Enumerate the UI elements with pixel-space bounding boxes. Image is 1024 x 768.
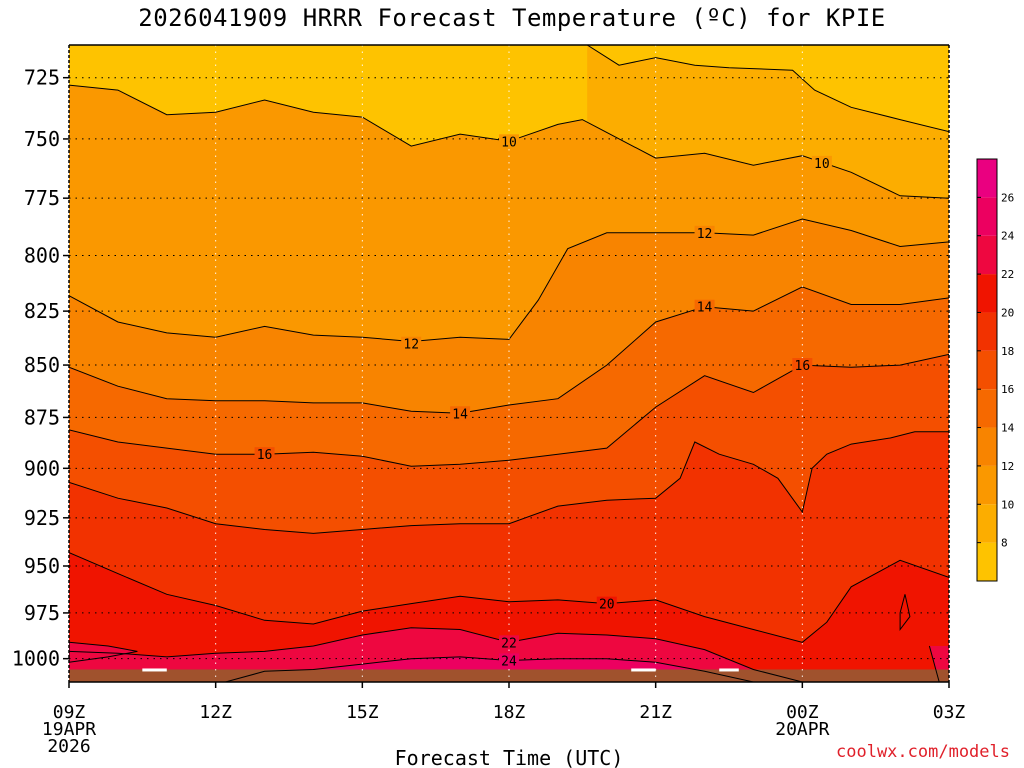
contour-pocket-22-0 xyxy=(69,641,138,663)
colorbar-band-12-14 xyxy=(977,427,997,466)
colorbar-label-14: 14 xyxy=(1001,422,1015,435)
x-tick-line: 12Z xyxy=(199,702,232,723)
y-tick-label-800: 800 xyxy=(24,244,60,268)
contour-label-bg-5 xyxy=(499,635,519,650)
contour-label-bg-6 xyxy=(499,653,519,668)
x-tick-line: 00Z xyxy=(786,702,819,723)
x-tick-line: 2026 xyxy=(47,736,90,757)
contour-label-bg-2 xyxy=(450,406,471,421)
y-tick-label-725: 725 xyxy=(24,66,60,90)
contour-label-10: 10 xyxy=(814,157,830,172)
contour-label-bg-9 xyxy=(694,299,715,314)
contour-label-24: 24 xyxy=(501,654,517,669)
y-tick-label-900: 900 xyxy=(24,456,60,480)
colorbar-label-24: 24 xyxy=(1001,230,1015,243)
colorbar-band-18-20 xyxy=(977,312,997,351)
colorbar-band-16-18 xyxy=(977,350,997,390)
contour-line-20 xyxy=(69,552,949,643)
contour-label-10: 10 xyxy=(501,135,517,150)
contour-pocket-20-2 xyxy=(899,594,911,631)
credit-link[interactable]: coolwx.com/models xyxy=(836,742,1010,762)
contour-label-12: 12 xyxy=(697,227,713,242)
colorbar-frame xyxy=(976,158,998,582)
colorbar-band-6-8 xyxy=(977,542,997,581)
y-tick-label-975: 975 xyxy=(24,601,60,625)
colorbar-band-26-28 xyxy=(977,159,997,198)
colorbar-label-20: 20 xyxy=(1001,306,1014,319)
contour-label-layer: 10 12 14 16 20 22 24 10 12 14 16 xyxy=(254,134,832,669)
contour-line-24 xyxy=(225,656,754,682)
colorbar-label-18: 18 xyxy=(1001,345,1014,358)
pocket-20-right xyxy=(900,594,910,630)
x-tick-label-18: 03Z xyxy=(933,702,966,723)
contour-label-bg-4 xyxy=(596,596,617,611)
contour-label-bg-3 xyxy=(254,447,275,462)
colorbar-band-24-26 xyxy=(977,197,997,236)
y-tick-label-775: 775 xyxy=(24,186,60,210)
colorbar-band-20-22 xyxy=(977,274,997,313)
surface-gap-1 xyxy=(631,668,656,672)
contour-label-16: 16 xyxy=(257,448,273,463)
y-tick-label-875: 875 xyxy=(24,405,60,429)
x-tick-label-12: 21Z xyxy=(639,702,672,723)
surface-gap-0 xyxy=(142,668,167,672)
y-tick-label-925: 925 xyxy=(24,506,60,530)
colorbar-label-12: 12 xyxy=(1001,460,1014,473)
x-tick-line: 09Z xyxy=(53,702,86,723)
y-tick-label-825: 825 xyxy=(24,299,60,323)
chart-title: 2026041909 HRRR Forecast Temperature (ºC… xyxy=(138,4,886,32)
x-tick-line: 19APR xyxy=(42,719,96,740)
contour-label-20: 20 xyxy=(599,598,615,613)
contour-label-bg-8 xyxy=(401,336,422,351)
x-tick-line: 15Z xyxy=(346,702,379,723)
colorbar-label-22: 22 xyxy=(1001,268,1014,281)
contour-label-22: 22 xyxy=(501,636,517,651)
y-axis-ticks: 725 750 775 800 825 850 875 900 925 950 975 1000 xyxy=(12,66,69,671)
contour-label-bg-10 xyxy=(792,358,813,373)
x-tick-label-6: 15Z xyxy=(346,702,379,723)
surface-gap-2 xyxy=(719,668,739,672)
y-tick-label-950: 950 xyxy=(24,554,60,578)
contour-line-12 xyxy=(69,218,949,343)
colorbar-band-14-16 xyxy=(977,389,997,428)
x-tick-label-0: 09Z 19APR 2026 xyxy=(42,702,96,757)
x-tick-label-3: 12Z xyxy=(199,702,232,723)
y-tick-label-1000: 1000 xyxy=(12,647,60,671)
x-tick-label-9: 18Z xyxy=(493,702,526,723)
contour-label-bg-7 xyxy=(811,155,832,170)
y-tick-label-850: 850 xyxy=(24,353,60,377)
contour-label-bg-0 xyxy=(499,134,519,149)
x-tick-line: 21Z xyxy=(639,702,672,723)
x-tick-label-15: 00Z 20APR xyxy=(775,702,829,740)
x-tick-line: 20APR xyxy=(775,719,829,740)
x-axis-ticks: 09Z 19APR 2026 12Z 15Z 18Z 21Z 00Z 20APR 03Z xyxy=(42,682,966,757)
contour-pocket-22-1 xyxy=(928,645,940,682)
colorbar-band-22-24 xyxy=(977,235,997,275)
colorbar: 8 10 12 14 16 18 20 22 24 26 xyxy=(976,158,1015,582)
x-tick-line: 03Z xyxy=(933,702,966,723)
colorbar-band-10-12 xyxy=(977,465,997,505)
colorbar-band-8-10 xyxy=(977,504,997,543)
contour-label-16: 16 xyxy=(795,359,811,374)
contour-label-12: 12 xyxy=(403,338,419,353)
x-axis-label: Forecast Time (UTC) xyxy=(395,746,624,768)
contour-line-22 xyxy=(69,627,803,682)
colorbar-label-26: 26 xyxy=(1001,191,1014,204)
colorbar-label-8: 8 xyxy=(1001,537,1008,550)
contour-label-14: 14 xyxy=(452,407,468,422)
colorbar-label-16: 16 xyxy=(1001,383,1014,396)
x-tick-line: 18Z xyxy=(493,702,526,723)
contour-label-bg-1 xyxy=(694,225,715,240)
band-above-18 xyxy=(69,431,949,682)
colorbar-label-10: 10 xyxy=(1001,498,1014,511)
contour-label-14: 14 xyxy=(697,301,713,316)
contour-line-18 xyxy=(69,431,949,534)
contour-line-8 xyxy=(586,45,949,133)
y-tick-label-750: 750 xyxy=(24,127,60,151)
